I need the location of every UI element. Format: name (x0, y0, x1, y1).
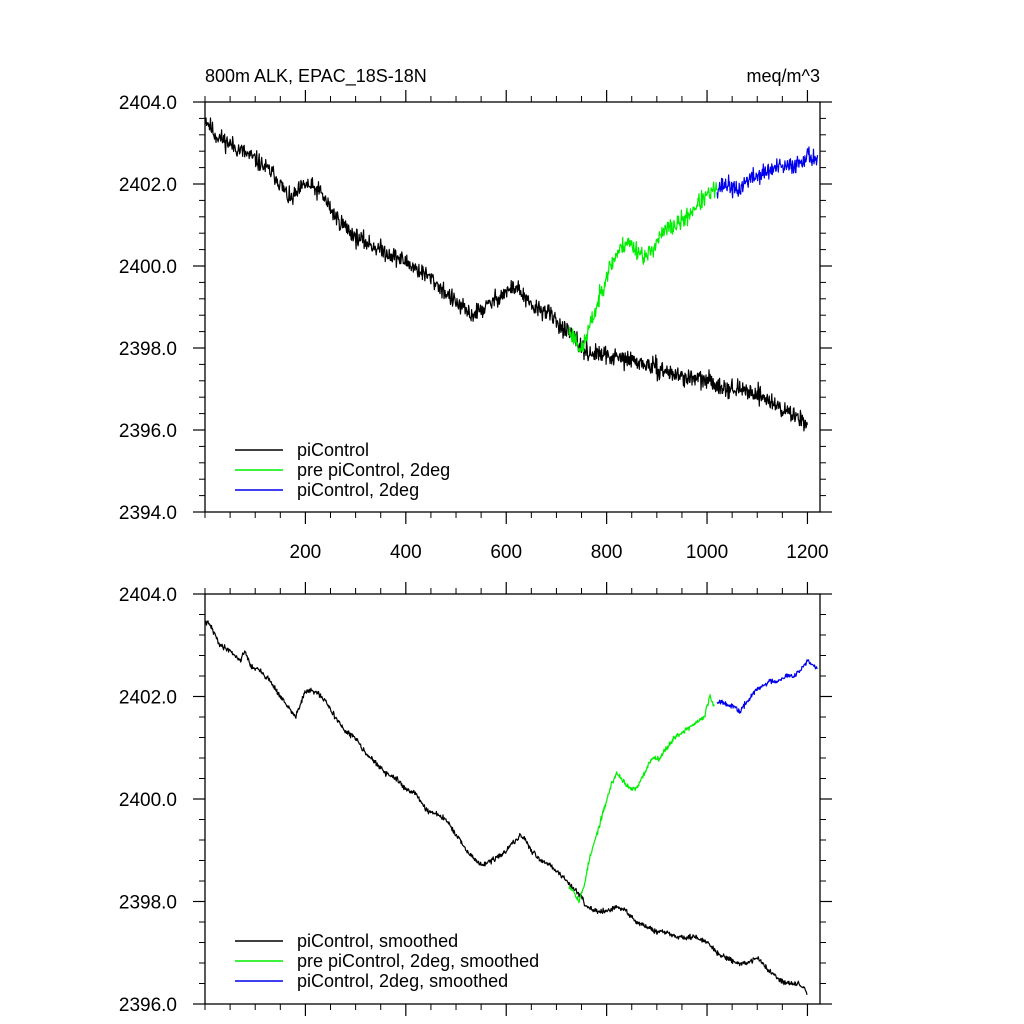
y-tick-label: 2400.0 (119, 257, 177, 278)
series-layer (204, 620, 818, 996)
series-line-piControl_2deg (716, 659, 818, 714)
y-tick-label: 2402.0 (119, 175, 177, 196)
y-tick-label: 2396.0 (119, 421, 177, 442)
legend-label: pre piControl, 2deg (297, 460, 450, 480)
legend-label: piControl, smoothed (297, 931, 458, 951)
x-tick-label: 400 (390, 542, 422, 563)
chart-title: 800m ALK, EPAC_18S-18N (205, 66, 427, 87)
legend-label: pre piControl, 2deg, smoothed (297, 951, 539, 971)
chart-units: meq/m^3 (747, 66, 820, 86)
legend-label: piControl (297, 440, 369, 460)
tick-layer: 2394.0 2396.0 2398.0 2400.0 2402.0 2404.0 200 4… (119, 90, 832, 563)
plot-frame (204, 593, 821, 1005)
x-tick-label: 800 (591, 542, 623, 563)
x-tick-label: 600 (490, 542, 522, 563)
series-layer (204, 117, 819, 432)
y-tick-label: 2400.0 (119, 790, 177, 811)
plot-frame (204, 101, 821, 513)
series-line-pre_piControl_2deg (568, 694, 715, 904)
x-tick-label: 200 (290, 542, 322, 563)
bottom-panel: 2396.0 2398.0 2400.0 2402.0 2404.0 piControl… (119, 582, 832, 1016)
y-tick-label: 2398.0 (119, 339, 177, 360)
legend-label: piControl, 2deg (297, 480, 419, 500)
series-line-piControl (204, 620, 808, 996)
y-tick-label: 2398.0 (119, 893, 177, 914)
y-tick-label: 2404.0 (119, 585, 177, 606)
y-tick-label: 2394.0 (119, 503, 177, 524)
y-tick-label: 2396.0 (119, 995, 177, 1016)
y-tick-label: 2404.0 (119, 93, 177, 114)
x-tick-label: 1200 (786, 542, 828, 563)
legend-label: piControl, 2deg, smoothed (297, 971, 508, 991)
x-tick-label: 1000 (686, 542, 728, 563)
y-tick-label: 2402.0 (119, 688, 177, 709)
top-panel: 800m ALK, EPAC_18S-18N meq/m^3 2394.0239… (119, 66, 832, 563)
series-line-piControl_2deg (716, 146, 819, 199)
series-line-pre_piControl_2deg (568, 181, 718, 353)
series-line-piControl (204, 117, 808, 432)
tick-layer: 2396.0 2398.0 2400.0 2402.0 2404.0 (119, 582, 832, 1016)
